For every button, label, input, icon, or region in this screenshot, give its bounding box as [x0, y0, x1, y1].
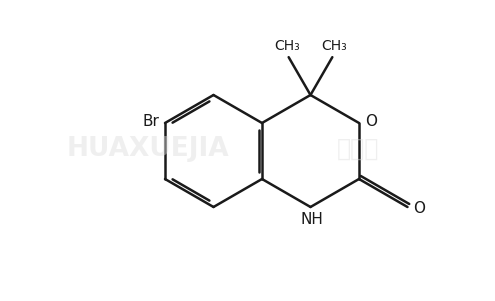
Text: HUAXUEJIA: HUAXUEJIA: [67, 136, 229, 162]
Text: CH₃: CH₃: [274, 39, 299, 53]
Text: Br: Br: [142, 113, 159, 129]
Text: O: O: [413, 200, 426, 216]
Text: NH: NH: [300, 212, 323, 227]
Text: 化学加: 化学加: [337, 137, 379, 161]
Text: O: O: [365, 114, 377, 129]
Text: CH₃: CH₃: [321, 39, 347, 53]
